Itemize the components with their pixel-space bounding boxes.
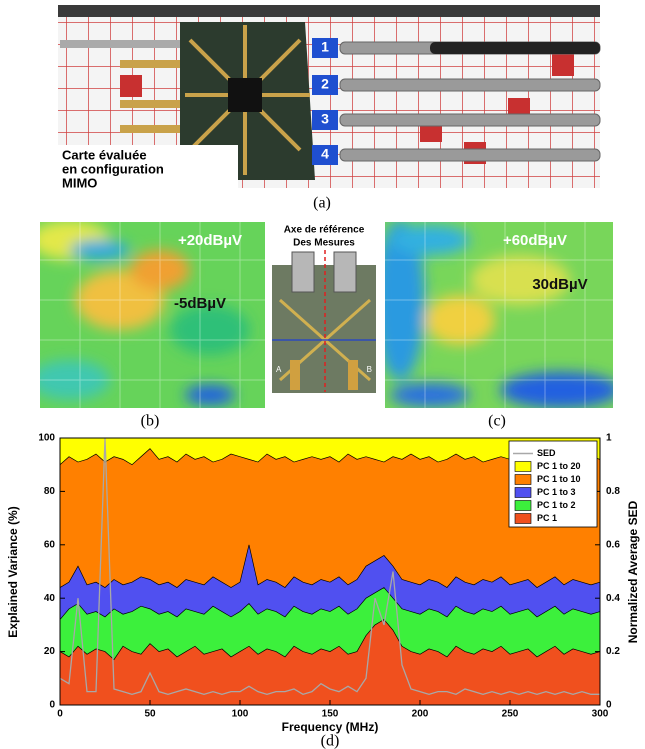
heatmap-c — [385, 222, 613, 408]
port-label: B — [367, 365, 372, 374]
legend-swatch — [514, 513, 532, 524]
y2-tick-label: 0.8 — [606, 486, 620, 497]
y2-tick-label: 0 — [606, 700, 612, 711]
chart: 0 50 100 150 200 250 30002040608010000.20.40.6… — [38, 433, 620, 720]
legend-label: PC 1 — [537, 513, 557, 523]
y2-tick-label: 1 — [606, 433, 612, 444]
center-photo: Axe de référence Des Mesures A B — [268, 222, 380, 398]
legend-swatch — [514, 500, 532, 511]
port-label: A — [276, 365, 282, 374]
caption: (d) — [321, 733, 340, 749]
port-label: 3 — [321, 111, 329, 127]
area-edge — [59, 544, 601, 588]
port-label: 2 — [321, 76, 329, 92]
caption: (a) — [313, 195, 331, 212]
photo-caption: en configuration — [62, 161, 164, 176]
caption: (c) — [488, 413, 506, 430]
legend-swatch — [514, 474, 532, 485]
y2-tick-label: 0.6 — [606, 539, 620, 550]
x-tick-label: 50 — [144, 709, 156, 720]
photo-title: Axe de référence — [284, 225, 365, 236]
y2-axis-title: Normalized Average SED — [626, 500, 640, 643]
area-edge — [59, 587, 601, 620]
heatmap-label: +20dBµV — [178, 232, 242, 249]
area — [60, 619, 600, 705]
x-axis-title: Frequency (MHz) — [282, 720, 379, 734]
x-tick-label: 300 — [592, 709, 609, 720]
port-label: 1 — [321, 39, 329, 55]
y-axis-title: Explained Variance (%) — [6, 506, 20, 637]
photo-caption: Carte évaluée — [62, 147, 147, 162]
y-tick-label: 0 — [49, 700, 55, 711]
port-label: 4 — [321, 146, 329, 162]
area-edge — [59, 619, 601, 661]
legend-swatch — [514, 461, 532, 472]
y2-tick-label: 0.2 — [606, 646, 620, 657]
legend-label: PC 1 to 20 — [537, 461, 581, 471]
photo-caption: MIMO — [62, 175, 97, 190]
x-tick-label: 250 — [502, 709, 519, 720]
legend-swatch — [514, 487, 532, 498]
x-tick-label: 200 — [412, 709, 429, 720]
x-tick-label: 100 — [232, 709, 249, 720]
y2-tick-label: 0.4 — [606, 593, 620, 604]
y-tick-label: 40 — [44, 593, 56, 604]
y-tick-label: 80 — [44, 486, 56, 497]
y-tick-label: 60 — [44, 539, 56, 550]
heatmap-label: 30dBµV — [532, 276, 587, 293]
y-tick-label: 100 — [38, 433, 55, 444]
line — [59, 437, 600, 696]
heatmap-label: +60dBµV — [503, 232, 567, 249]
heatmap-b — [40, 222, 265, 408]
caption: (b) — [141, 413, 160, 430]
legend-label: PC 1 to 10 — [537, 474, 581, 484]
photo-title: Des Mesures — [293, 238, 355, 249]
y-tick-label: 20 — [44, 646, 56, 657]
x-tick-label: 0 — [57, 709, 63, 720]
legend-label: PC 1 to 2 — [537, 500, 576, 510]
photo-a: 1 2 3 4 Carte évaluée en configuration M… — [58, 5, 601, 190]
legend-label: PC 1 to 3 — [537, 487, 576, 497]
x-tick-label: 150 — [322, 709, 339, 720]
legend-label: SED — [537, 448, 556, 458]
heatmap-label: -5dBµV — [174, 295, 226, 312]
